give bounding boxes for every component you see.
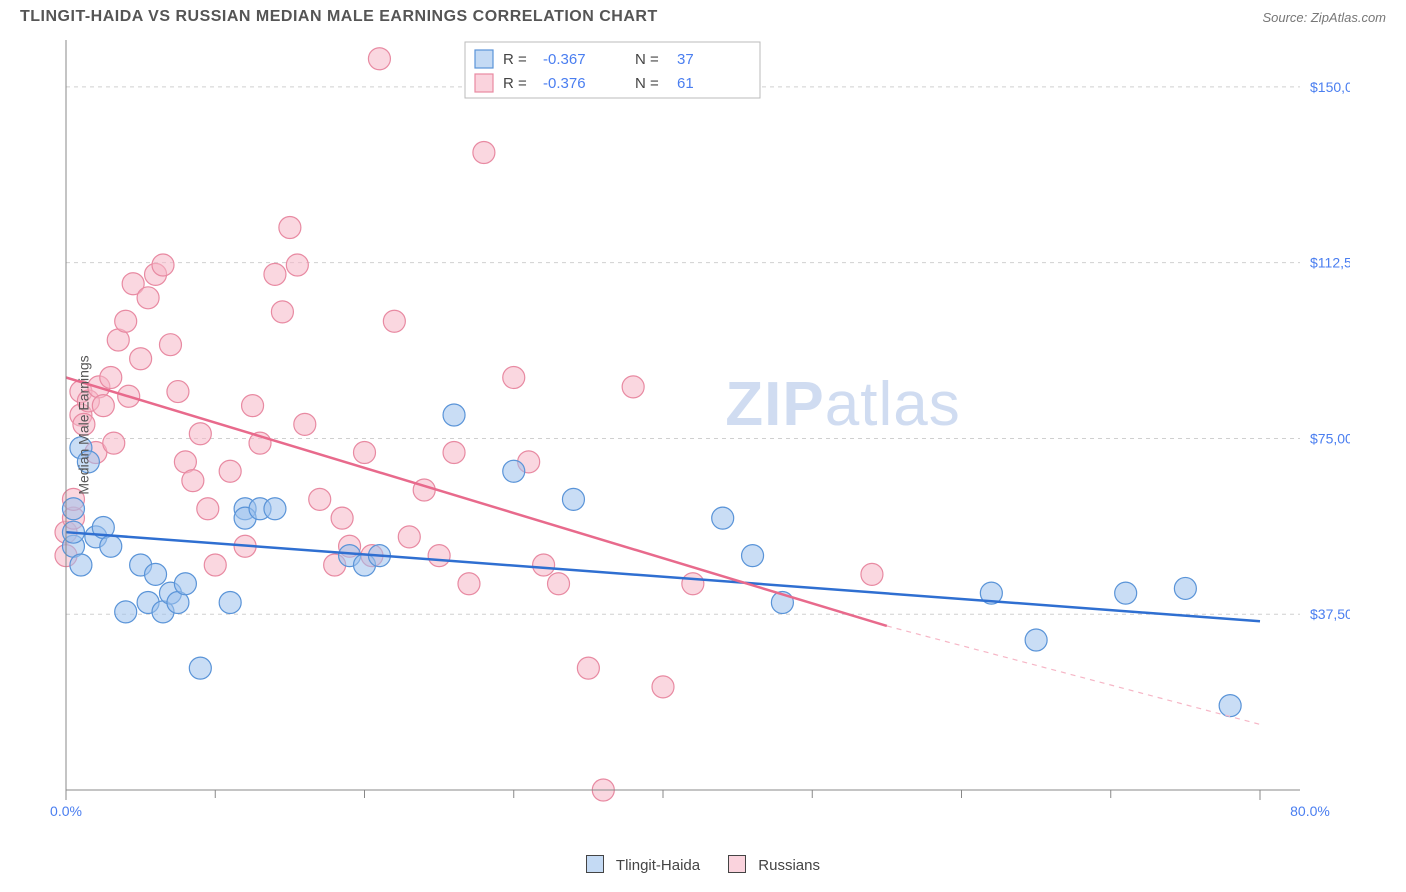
legend-item-pink: Russians [728, 855, 820, 874]
svg-text:N =: N = [635, 51, 659, 68]
svg-text:61: 61 [677, 75, 694, 92]
svg-text:$37,500: $37,500 [1310, 606, 1350, 622]
svg-text:$112,500: $112,500 [1310, 255, 1350, 271]
legend-label-blue: Tlingit-Haida [616, 857, 700, 874]
svg-text:-0.367: -0.367 [543, 51, 586, 68]
correlation-scatter-chart: $37,500 $75,000 $112,500 $150,000 ZIPatlas 0.… [20, 30, 1350, 820]
svg-text:ZIPatlas: ZIPatlas [725, 370, 960, 439]
source-attribution: Source: ZipAtlas.com [1262, 10, 1386, 25]
svg-text:R =: R = [503, 75, 527, 92]
bottom-legend: Tlingit-Haida Russians [0, 855, 1406, 874]
swatch-blue [586, 855, 604, 873]
svg-text:$75,000: $75,000 [1310, 430, 1350, 446]
svg-text:N =: N = [635, 75, 659, 92]
y-axis-label: Median Male Earnings [76, 355, 92, 494]
swatch-pink [728, 855, 746, 873]
svg-text:$150,000: $150,000 [1310, 79, 1350, 95]
svg-text:-0.376: -0.376 [543, 75, 586, 92]
legend-item-blue: Tlingit-Haida [586, 855, 700, 874]
chart-title: TLINGIT-HAIDA VS RUSSIAN MEDIAN MALE EAR… [20, 8, 658, 26]
svg-text:80.0%: 80.0% [1290, 803, 1330, 819]
svg-text:37: 37 [677, 51, 694, 68]
svg-text:0.0%: 0.0% [50, 803, 82, 819]
svg-text:R =: R = [503, 51, 527, 68]
legend-label-pink: Russians [758, 857, 820, 874]
